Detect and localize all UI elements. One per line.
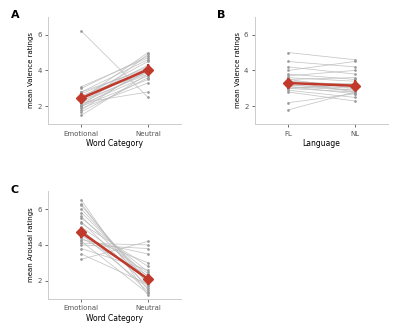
Text: C: C — [11, 185, 19, 195]
Y-axis label: mean Valence ratings: mean Valence ratings — [235, 33, 241, 109]
Y-axis label: mean Arousal ratings: mean Arousal ratings — [28, 208, 34, 282]
Y-axis label: mean Valence ratings: mean Valence ratings — [28, 33, 34, 109]
Text: B: B — [217, 10, 226, 20]
Text: A: A — [11, 10, 19, 20]
X-axis label: Language: Language — [302, 139, 340, 148]
X-axis label: Word Category: Word Category — [86, 139, 143, 148]
X-axis label: Word Category: Word Category — [86, 314, 143, 323]
